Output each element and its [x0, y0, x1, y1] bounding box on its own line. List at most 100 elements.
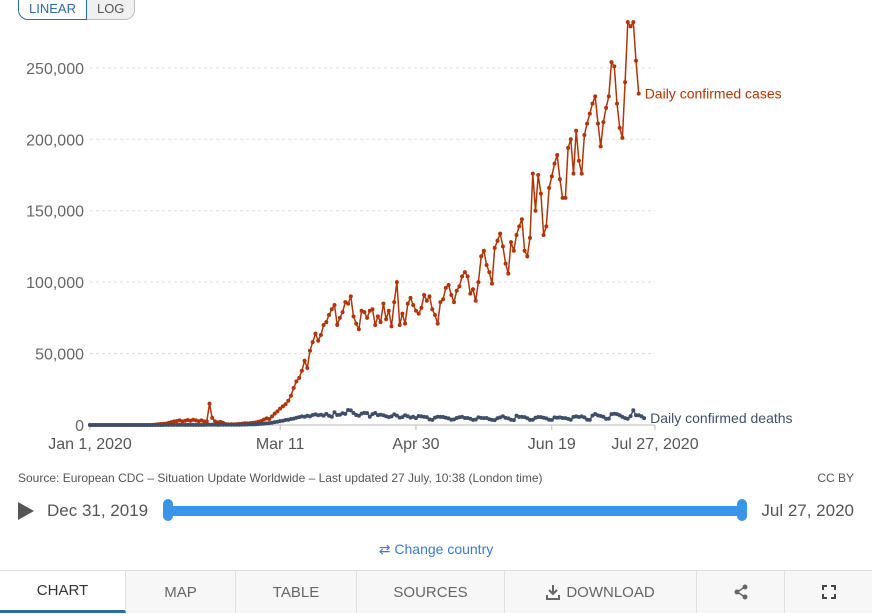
download-icon [546, 585, 561, 600]
tab-sources[interactable]: SOURCES [357, 571, 505, 613]
tab-chart[interactable]: CHART [0, 571, 126, 613]
data-point [430, 417, 435, 422]
x-tick-label: Apr 30 [392, 436, 439, 453]
data-point [210, 415, 215, 420]
y-tick-label: 200,000 [26, 132, 84, 149]
data-point [587, 111, 592, 116]
data-point [337, 315, 342, 320]
data-point [596, 121, 600, 126]
data-point [335, 323, 340, 327]
data-point [446, 283, 451, 287]
data-point [557, 177, 562, 182]
data-point [403, 321, 408, 326]
data-point [509, 240, 513, 245]
data-point [582, 133, 587, 137]
data-point [498, 231, 503, 236]
data-point [503, 261, 508, 266]
data-point [587, 417, 592, 422]
series-label: Daily confirmed deaths [650, 410, 792, 426]
data-point [356, 327, 361, 332]
data-point [193, 422, 198, 427]
timeline-start-handle[interactable] [163, 499, 173, 521]
data-point [272, 411, 277, 416]
data-point [414, 416, 418, 421]
data-point [294, 379, 299, 384]
data-point [332, 303, 337, 307]
data-point [568, 137, 573, 142]
tab-chart-label: CHART [36, 582, 89, 599]
data-point [283, 402, 288, 407]
data-point [128, 423, 133, 427]
data-point [416, 311, 421, 316]
data-point [378, 320, 383, 325]
data-point [340, 310, 345, 315]
data-point [145, 423, 149, 427]
data-point [623, 80, 628, 85]
license-link[interactable]: CC BY [817, 471, 854, 485]
data-point [601, 414, 606, 419]
change-country-button[interactable]: ⇄ Change country [0, 541, 872, 558]
swap-icon: ⇄ [378, 541, 391, 557]
data-point [566, 145, 571, 150]
data-point [207, 401, 212, 406]
tab-map-label: MAP [164, 583, 197, 601]
data-point [606, 94, 611, 99]
data-point [598, 144, 603, 149]
data-point [321, 323, 326, 327]
data-point [422, 293, 427, 297]
log-scale-button[interactable]: LOG [86, 0, 136, 20]
data-point [576, 158, 581, 163]
data-point [427, 294, 432, 299]
data-point [473, 417, 478, 422]
data-point [289, 393, 293, 398]
data-point [514, 233, 519, 237]
data-point [552, 161, 557, 166]
data-point [492, 245, 497, 250]
data-point [310, 340, 315, 345]
data-point [204, 419, 209, 424]
data-point [585, 121, 590, 126]
x-tick-label: Jul 27, 2020 [611, 436, 698, 453]
line-chart: 0 50,000 100,000 150,000 200,000 250,000 Jan 1… [26, 19, 793, 453]
tab-download[interactable]: DOWNLOAD [505, 571, 697, 613]
data-point [544, 224, 549, 229]
timeline-track[interactable] [168, 506, 742, 516]
data-point [468, 291, 473, 296]
data-point [435, 321, 440, 326]
data-point [495, 238, 500, 243]
data-point [452, 300, 456, 305]
linear-scale-button[interactable]: LINEAR [18, 0, 87, 20]
tab-table[interactable]: TABLE [236, 571, 357, 613]
timeline-end-handle[interactable] [737, 499, 747, 521]
play-icon[interactable] [18, 502, 34, 520]
data-point [549, 174, 554, 179]
tab-sources-label: SOURCES [393, 583, 468, 601]
data-point [210, 422, 215, 427]
data-point [538, 191, 543, 196]
data-point [332, 410, 337, 415]
series-line [90, 19, 640, 426]
data-point [560, 416, 565, 420]
data-point [329, 307, 334, 312]
y-tick-label: 250,000 [26, 61, 84, 78]
timeline: Dec 31, 2019 Jul 27, 2020 [18, 498, 854, 524]
data-point [226, 422, 231, 427]
data-point [356, 413, 361, 418]
data-point [449, 293, 454, 297]
tab-map[interactable]: MAP [126, 571, 236, 613]
data-point [620, 135, 625, 140]
data-point [343, 411, 348, 416]
data-point [631, 408, 636, 413]
data-point [473, 298, 478, 303]
data-point [487, 270, 492, 275]
fullscreen-button[interactable] [785, 571, 872, 613]
data-point [408, 295, 413, 300]
data-point [433, 313, 437, 317]
data-point [365, 315, 370, 320]
share-button[interactable] [697, 571, 785, 613]
data-point [177, 422, 182, 427]
x-tick-label: Mar 11 [256, 436, 305, 453]
data-point [348, 294, 353, 299]
data-point [511, 248, 516, 253]
data-point [500, 244, 505, 249]
